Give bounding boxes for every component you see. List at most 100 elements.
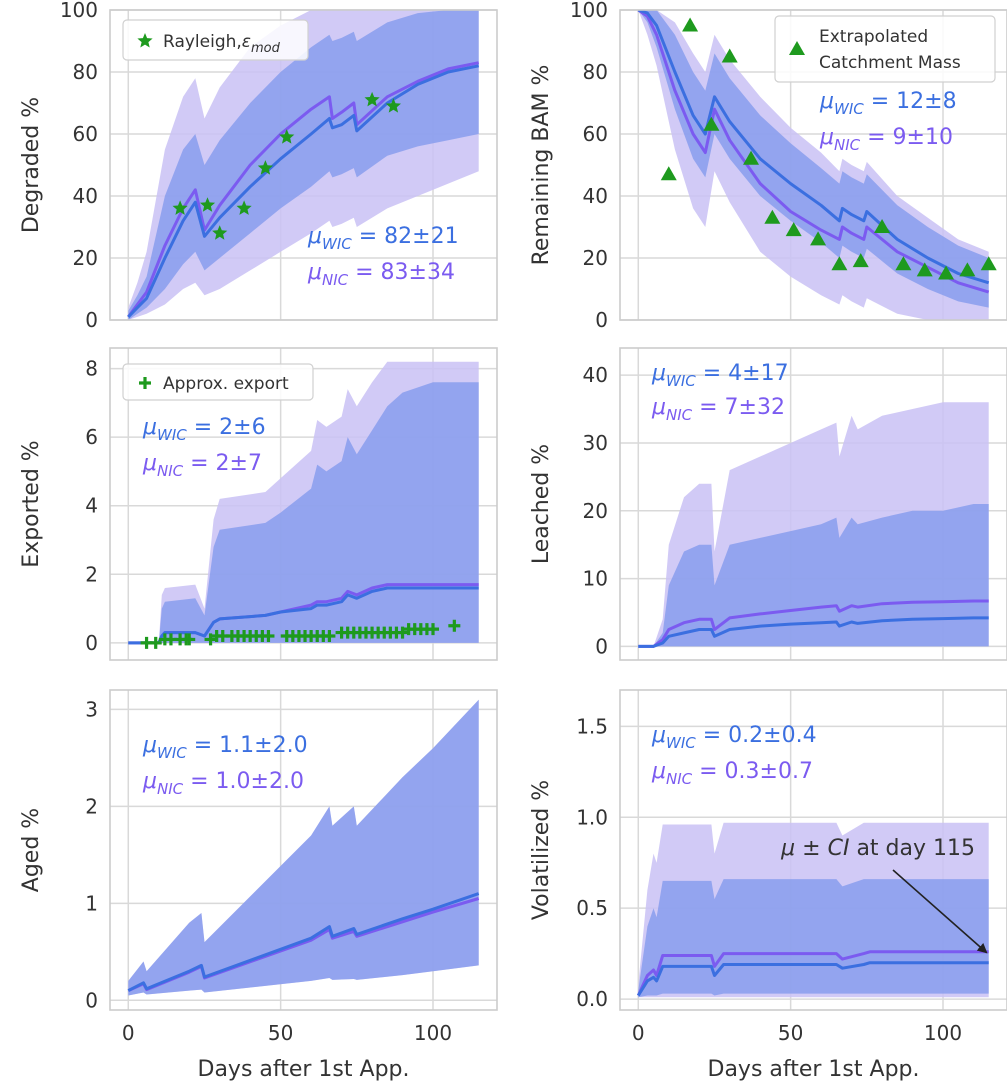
ci-band-wic bbox=[128, 382, 479, 643]
mean-line-nic bbox=[637, 10, 990, 294]
data-marker bbox=[852, 253, 869, 268]
y-tick-label: 0 bbox=[595, 308, 608, 332]
plot-area bbox=[636, 822, 989, 998]
legend-label-line2: Catchment Mass bbox=[819, 53, 961, 73]
y-tick-label: 60 bbox=[583, 122, 608, 146]
y-tick-label: 3 bbox=[85, 697, 98, 721]
mean-line-nic bbox=[636, 950, 989, 997]
data-marker bbox=[204, 633, 217, 646]
stat-annotation-nic: μNIC = 0.3±0.7 bbox=[651, 759, 813, 788]
legend-marker bbox=[789, 41, 805, 55]
ci-callout-label: μ ± CI at day 115 bbox=[780, 836, 975, 861]
stat-annotation-nic: μNIC = 83±34 bbox=[307, 260, 455, 289]
data-marker bbox=[448, 619, 461, 632]
legend-marker bbox=[139, 377, 151, 389]
stat-annotation-wic: μWIC = 82±21 bbox=[307, 224, 459, 253]
data-marker bbox=[764, 209, 781, 224]
y-tick-label: 40 bbox=[73, 184, 98, 208]
data-marker bbox=[721, 48, 738, 63]
data-marker bbox=[236, 200, 252, 215]
y-tick-label: 2 bbox=[85, 794, 98, 818]
y-tick-label: 1.5 bbox=[576, 714, 608, 738]
data-marker bbox=[183, 633, 196, 646]
data-marker bbox=[149, 636, 162, 649]
data-marker bbox=[212, 225, 228, 240]
y-tick-label: 80 bbox=[73, 60, 98, 84]
y-tick-label: 0 bbox=[85, 988, 98, 1012]
stat-annotation-nic: μNIC = 9±10 bbox=[819, 125, 953, 154]
plot-area bbox=[637, 10, 997, 320]
legend-box bbox=[774, 15, 996, 83]
stat-annotation-nic: μNIC = 2±7 bbox=[142, 451, 262, 480]
y-tick-label: 40 bbox=[583, 363, 608, 387]
legend-label: Approx. export bbox=[163, 374, 289, 394]
plot-area bbox=[128, 361, 479, 649]
mean-line-wic bbox=[128, 586, 479, 645]
axes-frame bbox=[109, 689, 498, 1011]
data-marker bbox=[980, 256, 997, 271]
y-tick-label: 0.0 bbox=[576, 987, 608, 1011]
mean-line-wic bbox=[127, 64, 479, 318]
plot-area bbox=[127, 10, 479, 320]
ci-band-wic bbox=[638, 504, 989, 647]
y-tick-label: 1.0 bbox=[576, 805, 608, 829]
y-tick-label: 1 bbox=[85, 891, 98, 915]
y-tick-label: 100 bbox=[60, 0, 98, 22]
axes-frame bbox=[619, 347, 1007, 661]
legend-box bbox=[122, 19, 309, 61]
data-marker bbox=[895, 256, 912, 271]
x-tick-label: 50 bbox=[778, 1021, 803, 1045]
x-axis-label: Days after 1st App. bbox=[198, 1057, 410, 1082]
y-tick-label: 0 bbox=[595, 634, 608, 658]
stat-annotation-wic: μWIC = 1.1±2.0 bbox=[142, 733, 308, 762]
legend: Approx. export bbox=[122, 363, 314, 401]
y-tick-label: 20 bbox=[583, 499, 608, 523]
data-marker bbox=[172, 200, 188, 215]
data-marker bbox=[323, 630, 336, 642]
subplot-exported: 0 2 4 6 8 Exported % μWIC = 2±6 μNIC = 2±7 Appro… bbox=[19, 347, 498, 661]
mean-line-wic bbox=[637, 961, 989, 997]
subplot-leached: 0 10 20 30 40 Leached % μWIC = 4±17 μNIC = 7±32 bbox=[529, 347, 1007, 661]
mean-line-wic bbox=[637, 10, 990, 285]
y-tick-label: 0.5 bbox=[576, 896, 608, 920]
x-axis-label: Days after 1st App. bbox=[708, 1057, 920, 1082]
y-tick-label: 10 bbox=[583, 567, 608, 591]
data-marker bbox=[660, 166, 677, 181]
legend: Extrapolated Catchment Mass bbox=[774, 15, 996, 83]
x-tick-label: 50 bbox=[268, 1021, 293, 1045]
data-marker bbox=[703, 116, 720, 131]
data-marker bbox=[938, 265, 955, 280]
mean-line-nic bbox=[638, 599, 989, 648]
ci-band-wic bbox=[638, 879, 989, 998]
data-marker bbox=[810, 231, 827, 246]
data-marker bbox=[279, 129, 295, 144]
y-axis-label: Exported % bbox=[19, 440, 44, 567]
ci-band-wic bbox=[638, 10, 989, 308]
axes-frame bbox=[109, 347, 498, 661]
stat-annotation-wic: μWIC = 0.2±0.4 bbox=[651, 723, 817, 752]
data-marker bbox=[743, 150, 760, 165]
y-tick-label: 8 bbox=[85, 357, 98, 381]
y-axis-label: Volatilized % bbox=[529, 780, 554, 920]
axes-frame bbox=[619, 689, 1007, 1011]
stat-annotation-wic: μWIC = 2±6 bbox=[142, 415, 266, 444]
y-tick-label: 20 bbox=[73, 246, 98, 270]
legend: Rayleigh,εmod bbox=[122, 19, 309, 61]
x-tick-label: 100 bbox=[414, 1021, 452, 1045]
y-tick-label: 80 bbox=[583, 60, 608, 84]
stat-annotation-wic: μWIC = 12±8 bbox=[819, 89, 957, 118]
data-marker bbox=[396, 626, 409, 639]
y-tick-label: 4 bbox=[85, 494, 98, 518]
y-axis-label: Degraded % bbox=[19, 97, 44, 233]
legend-marker bbox=[137, 33, 153, 48]
y-axis-label: Leached % bbox=[529, 444, 554, 564]
data-marker bbox=[959, 262, 976, 277]
x-tick-label: 0 bbox=[632, 1021, 645, 1045]
y-tick-label: 6 bbox=[85, 425, 98, 449]
data-marker bbox=[262, 630, 275, 642]
mean-line-nic bbox=[127, 61, 479, 318]
